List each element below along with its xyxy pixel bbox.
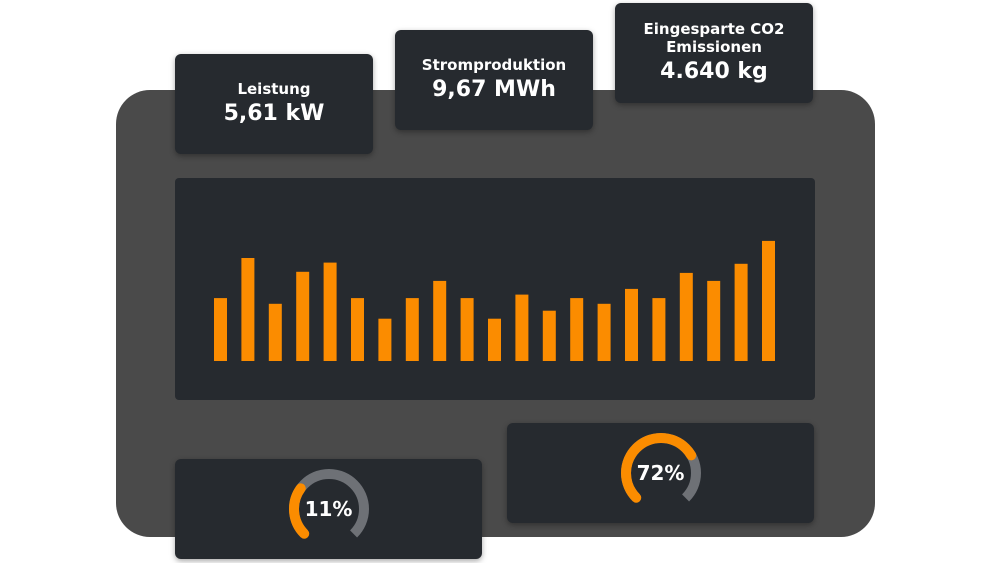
chart-bar xyxy=(460,298,474,361)
chart-bar xyxy=(625,288,638,361)
gauge-panel-left: 11% xyxy=(175,459,482,559)
chart-bar xyxy=(351,298,364,361)
gauge-left-value: 11% xyxy=(304,497,353,521)
chart-bar xyxy=(542,310,556,361)
gauge-left-fill xyxy=(288,469,369,549)
co2-value: 4.640 kg xyxy=(660,59,768,84)
chart-bar xyxy=(214,298,227,361)
bar-chart-panel xyxy=(175,178,815,400)
power-value: 5,61 kW xyxy=(223,101,325,126)
chart-bar xyxy=(433,280,447,361)
chart-bar xyxy=(570,298,584,361)
chart-bar xyxy=(488,318,501,361)
chart-bar xyxy=(241,258,255,361)
chart-bar xyxy=(515,294,529,361)
gauge-left: 11% xyxy=(286,466,372,552)
chart-bar xyxy=(268,303,282,361)
power-stat-card: Leistung 5,61 kW xyxy=(175,54,373,154)
production-stat-card: Stromproduktion 9,67 MWh xyxy=(395,30,593,130)
chart-bar xyxy=(762,240,775,361)
chart-bar xyxy=(323,262,337,361)
gauge-panel-right: 72% xyxy=(507,423,814,523)
chart-bar xyxy=(296,271,310,361)
chart-bar xyxy=(597,303,611,361)
gauge-right-fill xyxy=(620,433,701,513)
production-label: Stromproduktion xyxy=(421,56,567,74)
co2-stat-card: Eingesparte CO2 Emissionen 4.640 kg xyxy=(615,3,813,103)
bar-chart xyxy=(214,240,775,361)
production-value: 9,67 MWh xyxy=(432,77,556,102)
co2-label: Eingesparte CO2 Emissionen xyxy=(643,20,785,56)
chart-bar xyxy=(378,318,392,361)
chart-bar xyxy=(734,263,748,361)
power-label: Leistung xyxy=(237,80,311,98)
chart-bar xyxy=(707,280,721,361)
chart-bar xyxy=(652,298,666,361)
gauge-right: 72% xyxy=(618,430,704,516)
chart-bar xyxy=(405,298,419,361)
chart-bar xyxy=(679,272,693,361)
gauge-right-value: 72% xyxy=(636,461,685,485)
